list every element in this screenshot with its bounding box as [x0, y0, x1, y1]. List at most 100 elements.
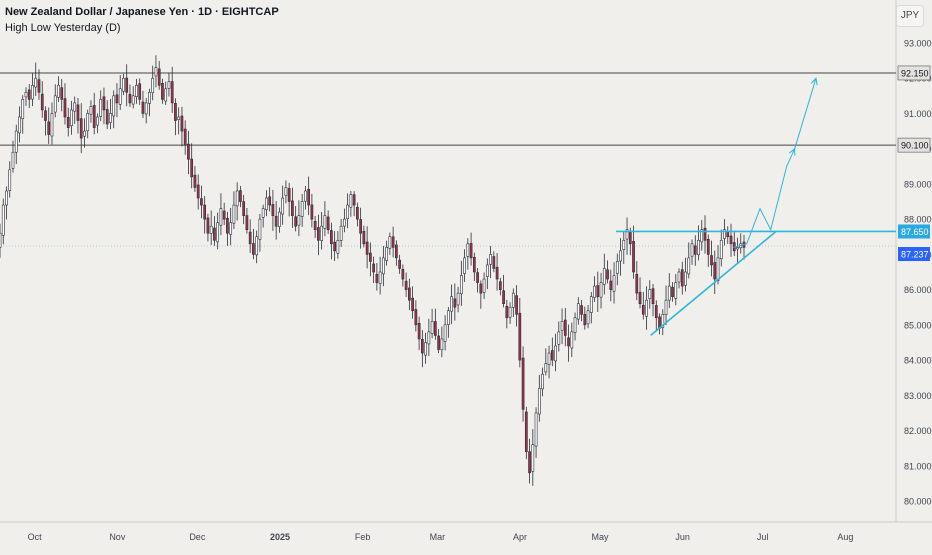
candle-body: [37, 79, 41, 93]
candle-body: [638, 291, 642, 305]
candle-body: [232, 204, 236, 224]
y-tick-label: 89.000: [904, 179, 932, 189]
candle-body: [44, 110, 47, 121]
candle-body: [167, 81, 171, 89]
candle-body: [66, 117, 70, 128]
candle-body: [716, 257, 720, 282]
candle-body: [713, 262, 717, 280]
x-tick-label: May: [591, 532, 609, 542]
candle-body: [177, 116, 181, 120]
projection-path[interactable]: [733, 148, 796, 248]
indicator-label[interactable]: High Low Yesterday (D): [5, 22, 121, 34]
candle-body: [343, 218, 346, 227]
candle-body: [557, 331, 561, 345]
candle-body: [427, 331, 431, 345]
candle-body: [11, 151, 15, 169]
candle-body: [534, 412, 538, 447]
candle-body: [706, 238, 710, 255]
candle-body: [463, 257, 466, 274]
candle-body: [424, 342, 427, 356]
currency-button[interactable]: JPY: [896, 5, 924, 27]
candle-body: [576, 303, 580, 320]
level-price-label: 90.100: [901, 141, 929, 151]
candle-body: [677, 271, 681, 283]
candle-body: [589, 296, 593, 313]
candle-body: [593, 285, 596, 298]
candle-body: [196, 184, 200, 199]
candle-body: [528, 451, 531, 474]
candle-body: [693, 245, 697, 255]
candle-body: [349, 194, 353, 208]
candle-body: [27, 89, 31, 100]
candle-body: [50, 113, 54, 137]
candle-body: [174, 103, 177, 121]
candle-body: [63, 98, 67, 118]
candle-body: [651, 288, 655, 305]
x-tick-label: Oct: [28, 532, 43, 542]
candle-body: [203, 204, 207, 220]
x-tick-label: Aug: [837, 532, 853, 542]
candle-body: [541, 373, 544, 390]
candle-body: [560, 321, 564, 331]
candle-body: [628, 232, 632, 245]
candle-body: [476, 272, 479, 283]
candle-body: [164, 88, 168, 102]
candle-body: [391, 236, 395, 248]
candle-body: [417, 323, 421, 340]
candle-body: [154, 67, 158, 77]
candle-body: [79, 118, 83, 139]
candle-body: [421, 339, 424, 354]
y-tick-label: 81.000: [904, 461, 932, 471]
ascending-trendline[interactable]: [650, 230, 777, 337]
candle-body: [385, 247, 388, 261]
candle-body: [112, 95, 116, 117]
candle-body: [1, 204, 5, 236]
candle-body: [268, 196, 272, 206]
candle-body: [235, 190, 239, 207]
candle-body: [0, 232, 2, 248]
candle-body: [92, 105, 96, 128]
candle-body: [563, 319, 567, 336]
candle-body: [710, 255, 713, 266]
candle-body: [141, 101, 145, 114]
x-tick-label: Mar: [430, 532, 446, 542]
candle-body: [492, 256, 496, 269]
candle-body: [411, 297, 414, 312]
candle-body: [219, 208, 223, 226]
candle-body: [8, 169, 12, 191]
candle-body: [362, 230, 366, 245]
candle-body: [495, 266, 499, 280]
candle-body: [359, 219, 362, 234]
candle-body: [333, 241, 336, 252]
candle-body: [736, 247, 739, 250]
candle-body: [118, 88, 122, 105]
candle-body: [70, 109, 73, 127]
candle-body: [450, 296, 453, 312]
resistance-price-tag: [898, 224, 930, 239]
candle-body: [213, 227, 216, 241]
candle-body: [86, 113, 90, 132]
candle-body: [281, 197, 285, 215]
candle-body: [697, 239, 700, 256]
candle-body: [680, 269, 684, 287]
candle-body: [365, 241, 369, 255]
candle-body: [690, 243, 694, 257]
candle-body: [372, 263, 375, 273]
y-tick-label: 84.000: [904, 356, 932, 366]
candle-body: [645, 299, 648, 317]
candle-body: [395, 244, 398, 259]
projection-path-extension[interactable]: [794, 78, 817, 149]
candle-body: [34, 77, 38, 88]
candle-body: [456, 292, 460, 306]
level-price-tag: [897, 137, 931, 153]
candle-body: [265, 197, 268, 211]
candle-body: [14, 130, 18, 153]
candle-body: [252, 243, 255, 255]
candle-body: [144, 102, 148, 115]
x-tick-label: Jul: [757, 532, 769, 542]
candle-body: [729, 235, 733, 245]
x-tick-label: Feb: [355, 532, 371, 542]
candle-body: [57, 84, 60, 98]
y-tick-label: 85.000: [904, 320, 932, 330]
